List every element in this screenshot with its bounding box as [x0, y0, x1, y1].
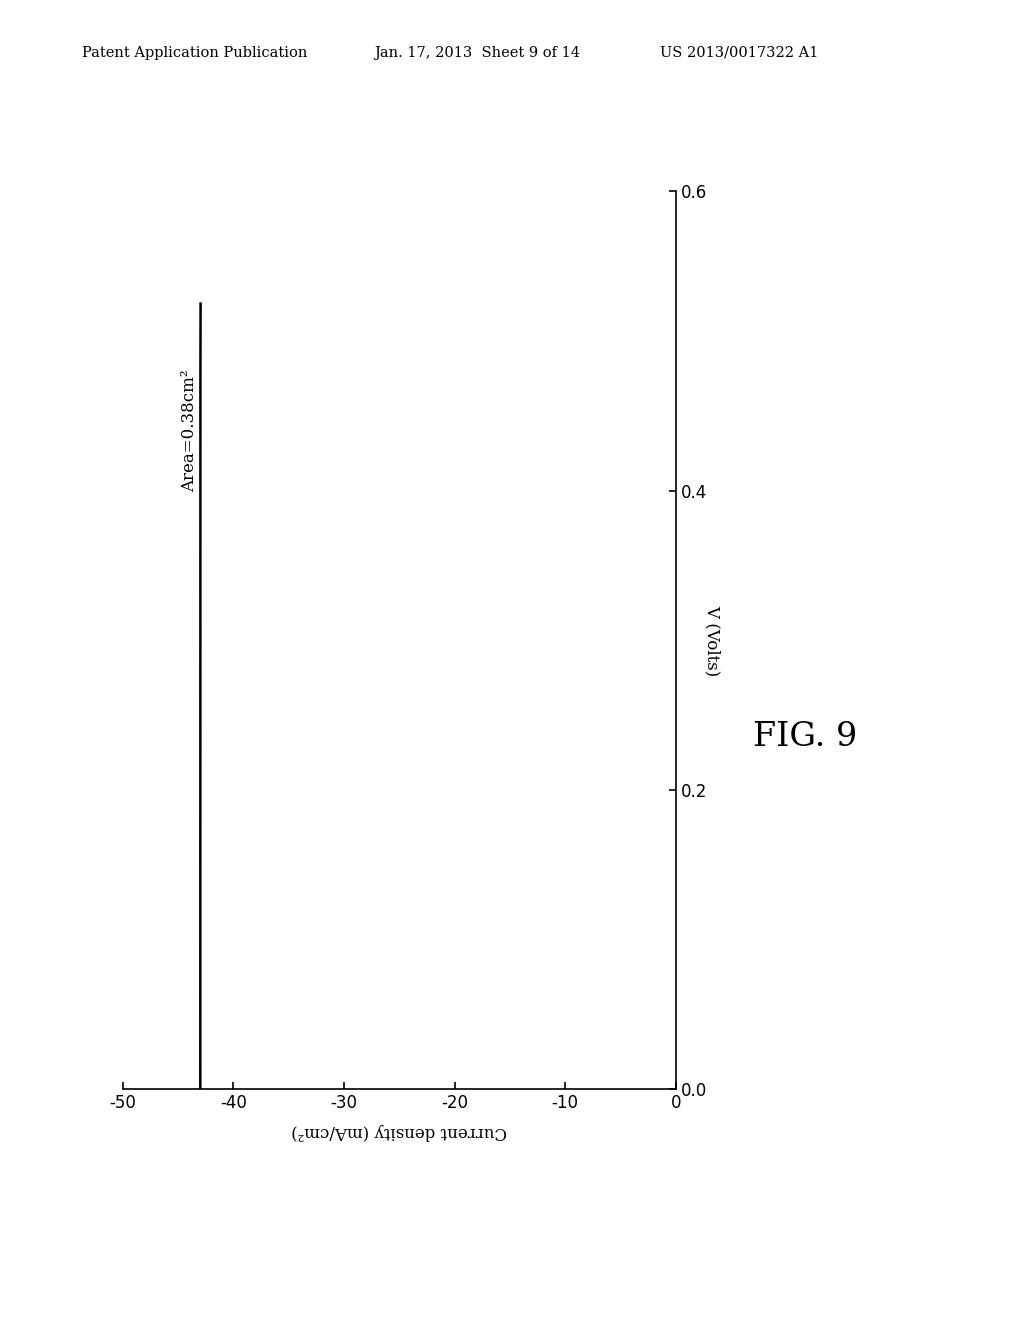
Text: US 2013/0017322 A1: US 2013/0017322 A1 [660, 46, 819, 59]
X-axis label: Current density (mA/cm²): Current density (mA/cm²) [292, 1123, 507, 1140]
Text: Area=0.38cm²: Area=0.38cm² [180, 370, 198, 492]
Text: Jan. 17, 2013  Sheet 9 of 14: Jan. 17, 2013 Sheet 9 of 14 [374, 46, 580, 59]
Y-axis label: V (Volts): V (Volts) [703, 605, 721, 676]
Text: FIG. 9: FIG. 9 [753, 721, 857, 752]
Text: Patent Application Publication: Patent Application Publication [82, 46, 307, 59]
